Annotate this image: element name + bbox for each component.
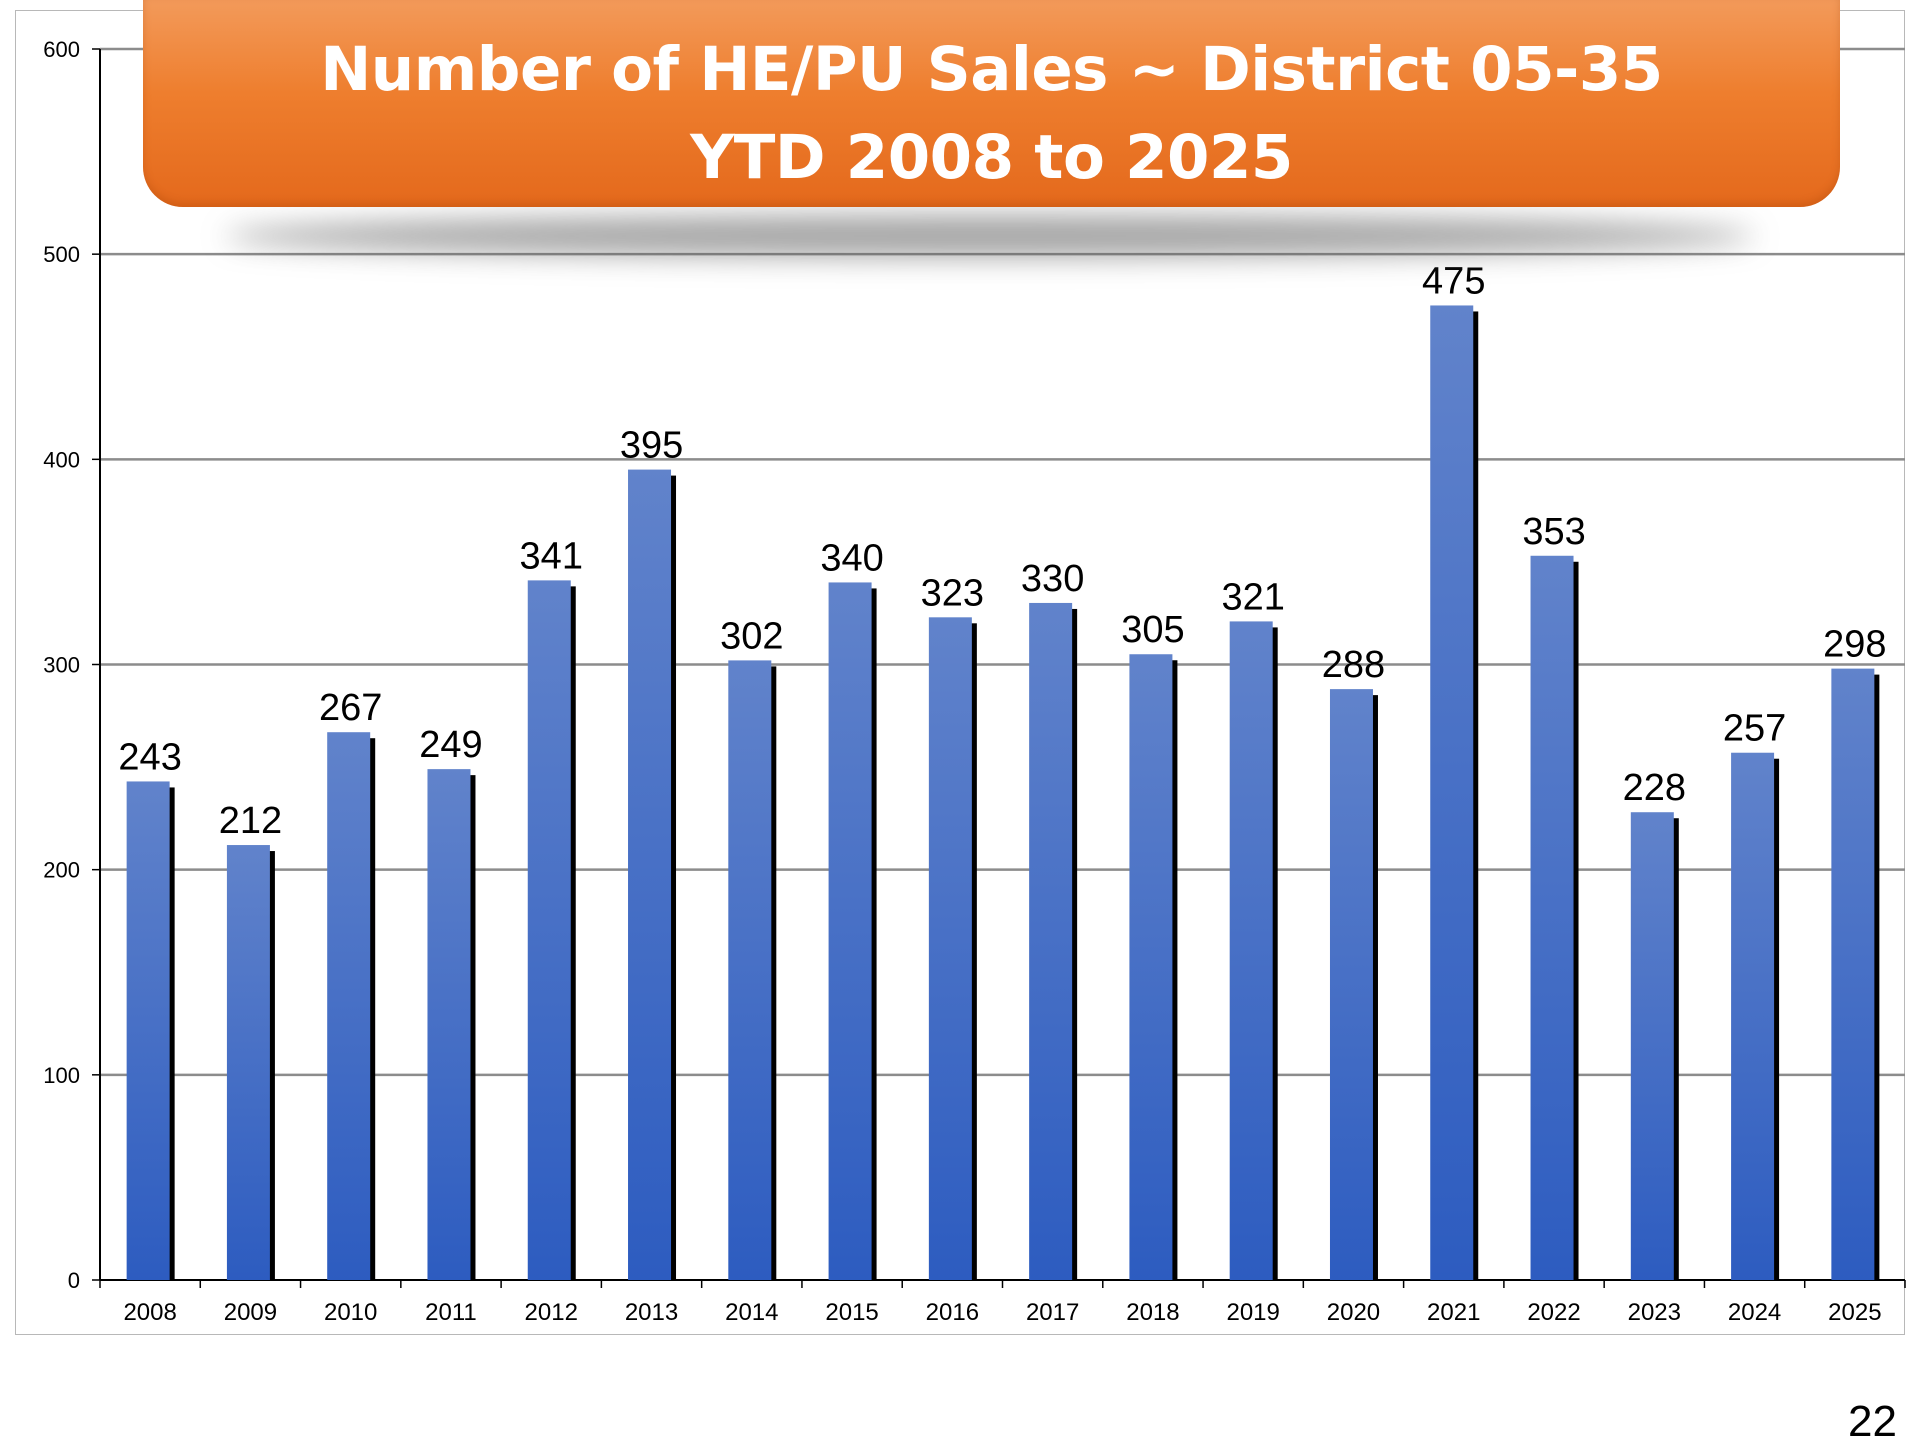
data-label: 395: [620, 425, 683, 467]
y-tick-label: 100: [43, 1063, 80, 1088]
x-tick-label: 2010: [324, 1299, 377, 1326]
x-tick-label: 2025: [1828, 1299, 1881, 1326]
y-tick-label: 500: [43, 242, 80, 267]
bar: [1731, 752, 1775, 1280]
data-label: 298: [1823, 624, 1886, 666]
x-tick-label: 2013: [625, 1299, 678, 1326]
x-tick-label: 2012: [525, 1299, 578, 1326]
title-banner: Number of HE/PU Sales ~ District 05-35 Y…: [143, 0, 1840, 207]
data-label: 340: [820, 537, 883, 579]
x-tick-label: 2016: [926, 1299, 979, 1326]
bar: [1329, 689, 1373, 1280]
bar: [1630, 812, 1674, 1280]
y-tick-label: 600: [43, 37, 80, 62]
x-tick-label: 2015: [825, 1299, 878, 1326]
bar: [126, 781, 170, 1280]
bar: [527, 580, 571, 1280]
y-tick-label: 200: [43, 858, 80, 883]
bar: [1831, 668, 1875, 1280]
x-tick-label: 2011: [425, 1299, 477, 1326]
data-label: 353: [1522, 511, 1585, 553]
bars: [126, 305, 1880, 1280]
data-label: 212: [219, 800, 282, 842]
data-label: 323: [921, 572, 984, 614]
x-tick-label: 2008: [123, 1299, 176, 1326]
bar: [728, 660, 772, 1280]
chart-subtitle: YTD 2008 to 2025: [690, 122, 1293, 193]
page-number: 22: [1848, 1397, 1897, 1446]
x-tick-label: 2020: [1327, 1299, 1380, 1326]
bar: [1229, 621, 1273, 1280]
y-tick-labels: 0 100 200 300 400 500 600: [43, 37, 80, 1293]
data-label: 267: [319, 687, 382, 729]
x-tick-label: 2022: [1527, 1299, 1580, 1326]
bar: [928, 617, 972, 1280]
x-tick-label: 2019: [1226, 1299, 1279, 1326]
bar: [628, 469, 672, 1280]
data-label: 305: [1121, 609, 1184, 651]
y-tick-label: 0: [68, 1268, 80, 1293]
x-tick-label: 2018: [1126, 1299, 1179, 1326]
data-labels: 243 212 267 249 341 395 302 340 323 330 305 321 288 4…: [118, 260, 1886, 842]
x-tick-label: 2023: [1628, 1299, 1681, 1326]
title-banner-shadow: [225, 215, 1755, 257]
data-label: 341: [520, 535, 583, 577]
bar: [327, 732, 371, 1280]
bar: [1029, 602, 1073, 1280]
data-label: 475: [1422, 260, 1485, 302]
x-tick-label: 2017: [1026, 1299, 1079, 1326]
data-label: 257: [1723, 708, 1786, 750]
data-label: 249: [419, 724, 482, 766]
bar: [828, 582, 872, 1280]
bar: [1430, 305, 1474, 1280]
x-tick-label: 2009: [224, 1299, 277, 1326]
data-label: 302: [720, 615, 783, 657]
data-label: 288: [1322, 644, 1385, 686]
data-label: 228: [1623, 767, 1686, 809]
data-label: 330: [1021, 558, 1084, 600]
x-tick-labels: 2008 2009 2010 2011 2012 2013 2014 2015 2016 2017…: [123, 1299, 1881, 1326]
axes: [92, 48, 1906, 1288]
y-tick-label: 300: [43, 653, 80, 678]
bar: [1129, 654, 1173, 1280]
data-label: 243: [118, 736, 181, 778]
x-tick-label: 2021: [1427, 1299, 1480, 1326]
bar: [226, 845, 270, 1280]
chart-title: Number of HE/PU Sales ~ District 05-35: [320, 34, 1663, 105]
data-label: 321: [1221, 576, 1284, 618]
bar: [1530, 555, 1574, 1280]
bar: [427, 769, 471, 1280]
y-tick-label: 400: [43, 447, 80, 472]
x-tick-label: 2024: [1728, 1299, 1781, 1326]
x-tick-label: 2014: [725, 1299, 778, 1326]
